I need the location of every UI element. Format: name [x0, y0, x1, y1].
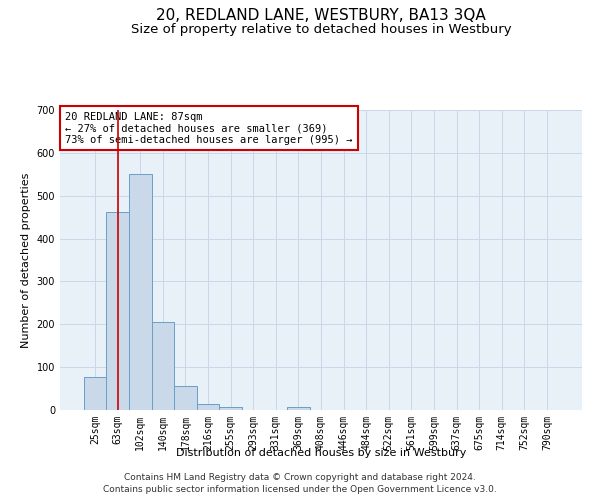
Text: Distribution of detached houses by size in Westbury: Distribution of detached houses by size … — [176, 448, 466, 458]
Bar — [287, 406, 310, 410]
Bar — [174, 386, 197, 410]
Y-axis label: Number of detached properties: Number of detached properties — [21, 172, 31, 348]
Bar — [197, 404, 220, 410]
Text: 20 REDLAND LANE: 87sqm
← 27% of detached houses are smaller (369)
73% of semi-de: 20 REDLAND LANE: 87sqm ← 27% of detached… — [65, 112, 353, 144]
Text: Contains public sector information licensed under the Open Government Licence v3: Contains public sector information licen… — [103, 485, 497, 494]
Text: 20, REDLAND LANE, WESTBURY, BA13 3QA: 20, REDLAND LANE, WESTBURY, BA13 3QA — [156, 8, 486, 22]
Bar — [106, 212, 129, 410]
Bar — [84, 376, 106, 410]
Bar — [129, 174, 152, 410]
Text: Size of property relative to detached houses in Westbury: Size of property relative to detached ho… — [131, 22, 511, 36]
Bar — [152, 322, 174, 410]
Text: Contains HM Land Registry data © Crown copyright and database right 2024.: Contains HM Land Registry data © Crown c… — [124, 472, 476, 482]
Bar — [220, 407, 242, 410]
